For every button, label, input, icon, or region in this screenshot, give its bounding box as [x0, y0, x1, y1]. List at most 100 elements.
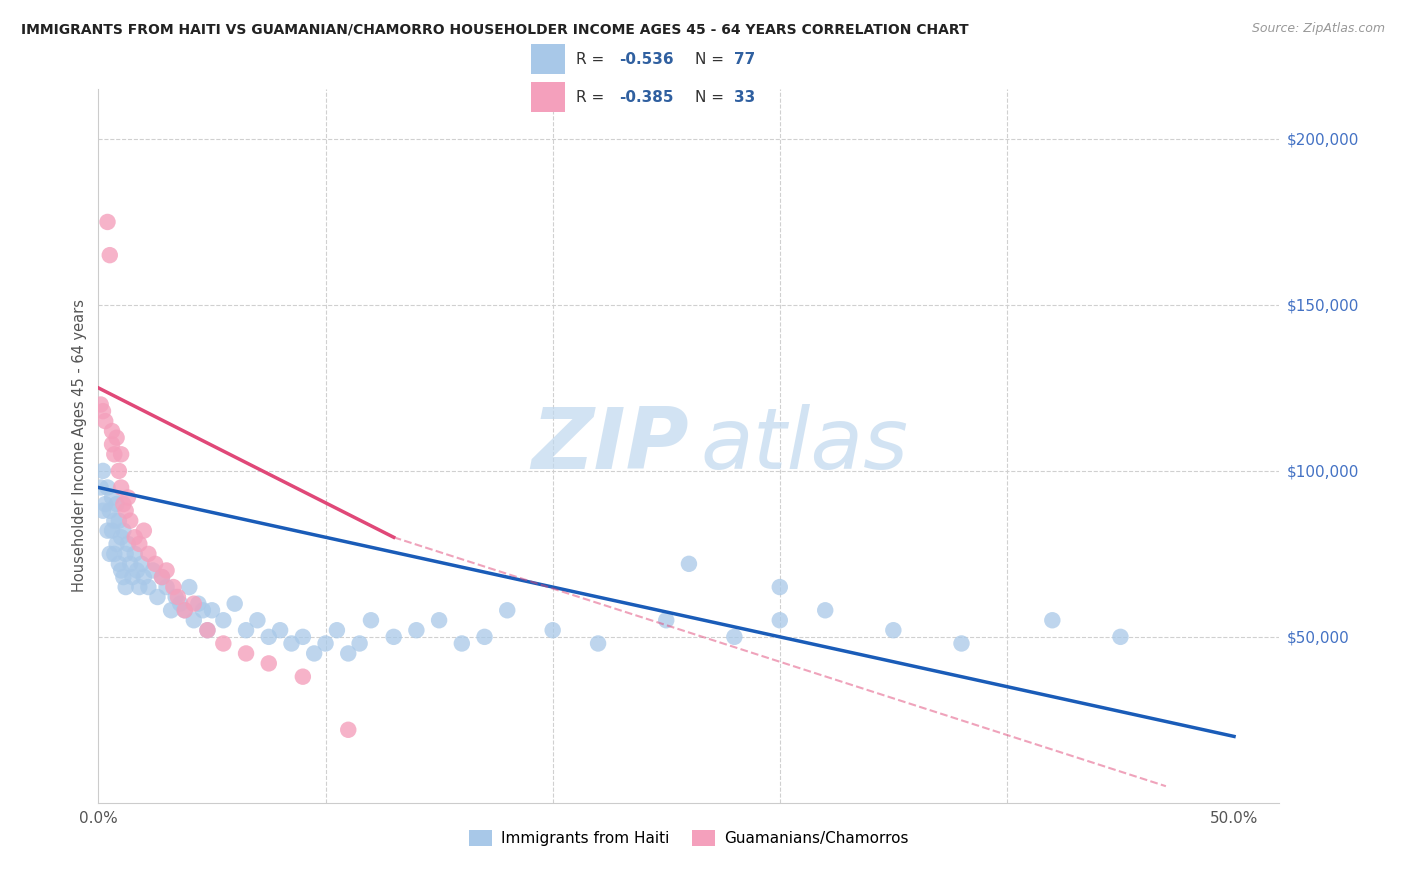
Point: [382, 630, 405, 644]
Legend: Immigrants from Haiti, Guamanians/Chamorros: Immigrants from Haiti, Guamanians/Chamor…: [463, 824, 915, 852]
Point: [427, 613, 450, 627]
Point: [96, 481, 118, 495]
Point: [112, 497, 135, 511]
Point: [201, 603, 224, 617]
Point: [212, 636, 235, 650]
Point: [235, 647, 257, 661]
Point: [98, 248, 121, 262]
Point: [173, 603, 195, 617]
Point: [98, 547, 121, 561]
Point: [90, 481, 112, 495]
Point: [124, 547, 146, 561]
Point: [246, 613, 269, 627]
Point: [108, 514, 131, 528]
Point: [1040, 613, 1063, 627]
Point: [146, 590, 169, 604]
Point: [91, 404, 114, 418]
Point: [197, 624, 219, 638]
Point: [160, 603, 183, 617]
Point: [110, 564, 132, 578]
Point: [105, 537, 128, 551]
Point: [114, 580, 136, 594]
Point: [131, 557, 153, 571]
Point: [474, 630, 496, 644]
Point: [90, 397, 112, 411]
Point: [96, 524, 118, 538]
Point: [150, 570, 173, 584]
Point: [291, 670, 314, 684]
Point: [769, 580, 792, 594]
Point: [98, 504, 121, 518]
Point: [105, 431, 128, 445]
Point: [96, 215, 118, 229]
Point: [197, 624, 219, 638]
Point: [142, 564, 165, 578]
Point: [405, 624, 427, 638]
Text: N =: N =: [695, 90, 728, 105]
Point: [110, 530, 132, 544]
Point: [326, 624, 349, 638]
FancyBboxPatch shape: [531, 44, 565, 74]
Point: [103, 514, 125, 528]
Point: [114, 504, 136, 518]
Point: [769, 613, 792, 627]
Point: [112, 524, 135, 538]
Text: N =: N =: [695, 52, 728, 67]
Point: [586, 636, 609, 650]
Point: [155, 580, 177, 594]
Point: [337, 647, 360, 661]
Point: [179, 580, 201, 594]
Point: [125, 564, 148, 578]
Point: [183, 597, 205, 611]
Point: [678, 557, 700, 571]
Point: [450, 636, 472, 650]
Point: [165, 590, 187, 604]
Point: [110, 481, 132, 495]
Point: [117, 537, 139, 551]
Point: [269, 624, 291, 638]
Point: [224, 597, 246, 611]
Point: [496, 603, 519, 617]
Point: [103, 447, 125, 461]
Point: [108, 557, 131, 571]
Point: [169, 597, 191, 611]
Point: [94, 497, 117, 511]
Point: [105, 497, 128, 511]
Point: [128, 580, 150, 594]
Text: R =: R =: [576, 90, 610, 105]
Point: [91, 464, 114, 478]
Point: [114, 547, 136, 561]
Point: [191, 603, 214, 617]
Point: [110, 447, 132, 461]
Point: [124, 530, 146, 544]
Point: [103, 547, 125, 561]
Point: [337, 723, 360, 737]
Point: [291, 630, 314, 644]
Point: [132, 524, 155, 538]
Text: 77: 77: [734, 52, 755, 67]
Point: [128, 537, 150, 551]
Point: [101, 491, 124, 505]
Point: [814, 603, 837, 617]
Point: [212, 613, 235, 627]
Point: [360, 613, 382, 627]
Point: [108, 464, 131, 478]
Point: [655, 613, 678, 627]
Point: [155, 564, 177, 578]
Point: [349, 636, 371, 650]
Point: [101, 524, 124, 538]
Text: 33: 33: [734, 90, 755, 105]
Text: Source: ZipAtlas.com: Source: ZipAtlas.com: [1251, 22, 1385, 36]
Point: [117, 491, 139, 505]
Text: ZIP: ZIP: [531, 404, 689, 488]
Point: [101, 424, 124, 438]
Text: -0.536: -0.536: [619, 52, 673, 67]
Point: [143, 557, 166, 571]
Point: [132, 570, 155, 584]
Point: [138, 547, 160, 561]
Text: R =: R =: [576, 52, 610, 67]
Point: [162, 580, 184, 594]
Point: [950, 636, 973, 650]
FancyBboxPatch shape: [531, 82, 565, 112]
Point: [167, 590, 190, 604]
